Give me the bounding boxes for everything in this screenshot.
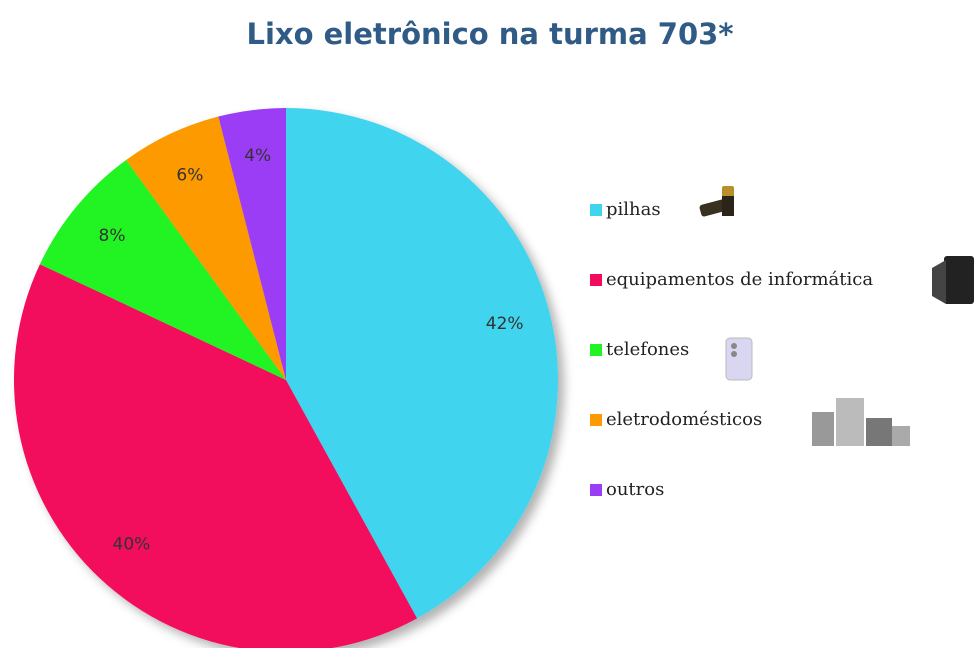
legend-swatch <box>590 204 602 216</box>
legend-label: equipamentos de informática <box>606 269 873 290</box>
icon-phone <box>725 337 753 381</box>
data-label: 4% <box>244 146 271 166</box>
legend-label: outros <box>606 479 664 500</box>
legend-label: telefones <box>606 339 689 360</box>
legend-swatch <box>590 484 602 496</box>
pie <box>14 108 558 648</box>
legend: pilhas equipamentos de informática telefon… <box>590 199 873 500</box>
icon-appliances <box>812 398 910 446</box>
legend-swatch <box>590 414 602 426</box>
pie-slice <box>286 108 558 619</box>
pie-slice <box>126 116 287 380</box>
labels: 42% 40% 8% 6% 4% <box>99 146 524 555</box>
pie-slice <box>39 159 287 380</box>
data-label: 40% <box>113 535 151 555</box>
pie-slice <box>14 264 418 648</box>
icon-computer <box>932 256 974 304</box>
legend-swatch <box>590 274 602 286</box>
icon-battery <box>699 186 734 217</box>
legend-label: pilhas <box>606 199 661 220</box>
data-label: 42% <box>486 314 524 334</box>
pie-slice <box>218 108 286 380</box>
data-label: 8% <box>99 226 126 246</box>
chart-title: Lixo eletrônico na turma 703* <box>246 17 733 51</box>
legend-swatch <box>590 344 602 356</box>
data-label: 6% <box>176 166 203 186</box>
legend-label: eletrodomésticos <box>606 409 762 430</box>
